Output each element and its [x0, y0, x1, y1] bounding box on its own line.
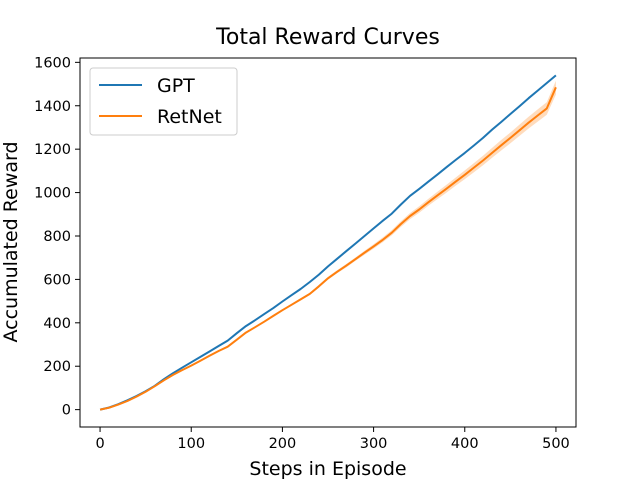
- y-axis-label: Accumulated Reward: [0, 141, 22, 342]
- x-tick-label: 100: [177, 436, 205, 452]
- x-tick-label: 0: [95, 436, 104, 452]
- y-tick-label: 800: [43, 229, 71, 245]
- gpt-series-line: [99, 74, 557, 411]
- y-axis: 0 200 400 600 800 1000 1200 1400 1600: [34, 55, 80, 419]
- plot-area: [99, 74, 557, 411]
- x-tick-label: 200: [269, 436, 297, 452]
- y-tick-label: 600: [43, 272, 71, 288]
- y-tick-label: 0: [62, 403, 71, 419]
- y-tick-label: 1600: [34, 55, 71, 71]
- retnet-series-line: [99, 86, 557, 411]
- plot-frame: [79, 57, 577, 428]
- chart-title: Total Reward Curves: [215, 25, 440, 50]
- x-tick-label: 300: [360, 436, 388, 452]
- legend-label-retnet: RetNet: [157, 106, 222, 128]
- y-tick-label: 200: [43, 359, 71, 375]
- x-tick-label: 500: [542, 436, 570, 452]
- legend-label-gpt: GPT: [157, 75, 195, 97]
- legend: GPT RetNet: [89, 67, 238, 136]
- x-axis: 0 100 200 300 400 500: [95, 427, 570, 452]
- x-tick-label: 400: [451, 436, 479, 452]
- y-tick-label: 1000: [34, 186, 71, 202]
- y-tick-label: 1200: [34, 142, 71, 158]
- y-tick-label: 1400: [34, 99, 71, 115]
- x-axis-label: Steps in Episode: [249, 458, 406, 480]
- y-tick-label: 400: [43, 316, 71, 332]
